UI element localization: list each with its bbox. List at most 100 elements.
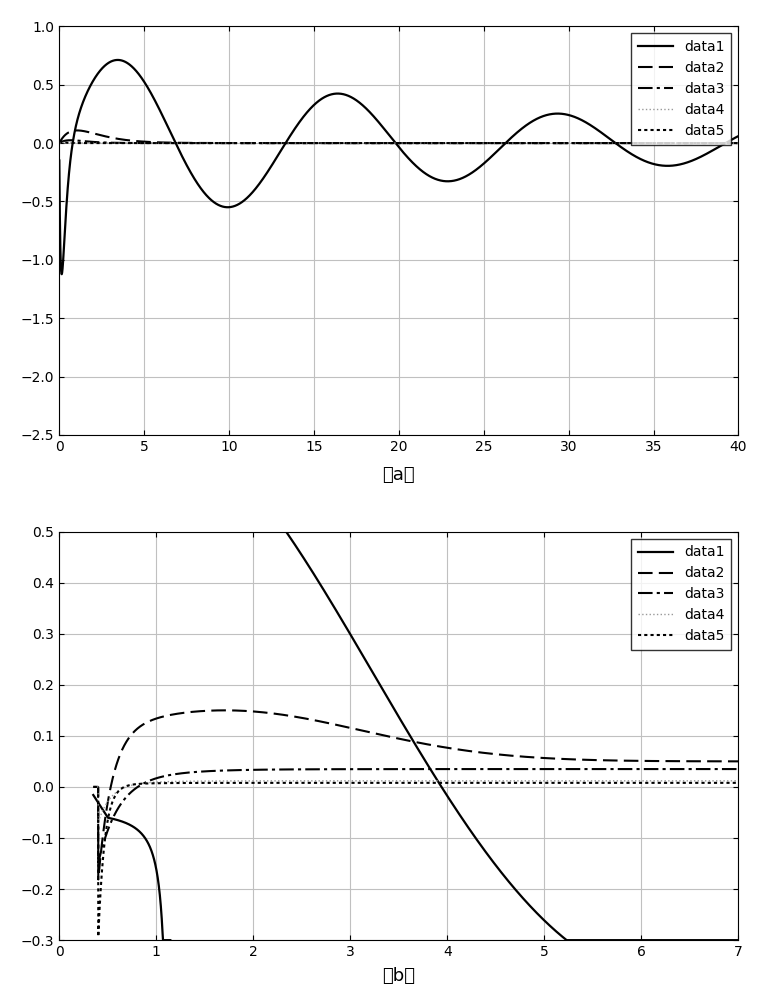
data5 xyxy=(486,137,495,149)
Line: data1: data1 xyxy=(59,60,738,274)
data1 xyxy=(158,934,167,946)
data3 xyxy=(714,763,723,775)
data2 xyxy=(89,127,98,139)
data5 xyxy=(558,777,567,789)
data4 xyxy=(594,137,604,149)
data3 xyxy=(89,136,98,148)
data4 xyxy=(360,775,369,787)
data5 xyxy=(594,137,604,149)
data2 xyxy=(558,137,568,149)
data5 xyxy=(682,777,691,789)
data1 xyxy=(164,934,173,946)
data4 xyxy=(558,137,568,149)
data4 xyxy=(94,816,103,828)
data5 xyxy=(88,781,98,793)
data3 xyxy=(365,763,374,775)
data1 xyxy=(166,934,175,946)
data2 xyxy=(72,124,81,136)
data3 xyxy=(88,781,98,793)
data5 xyxy=(365,777,374,789)
data4 xyxy=(300,137,310,149)
data4 xyxy=(89,137,98,149)
Line: data3: data3 xyxy=(59,140,738,143)
data3 xyxy=(558,763,567,775)
data1 xyxy=(164,934,173,946)
data1 xyxy=(57,268,66,280)
data2 xyxy=(714,755,723,767)
data5 xyxy=(89,137,98,149)
data5 xyxy=(300,137,310,149)
data2 xyxy=(486,137,495,149)
data3 xyxy=(733,763,743,775)
data2 xyxy=(396,733,405,745)
data2 xyxy=(558,753,567,765)
data4 xyxy=(733,775,743,787)
data5 xyxy=(714,777,723,789)
data1 xyxy=(126,819,135,831)
data1 xyxy=(55,154,64,166)
data2 xyxy=(94,873,103,885)
Legend: data1, data2, data3, data4, data5: data1, data2, data3, data4, data5 xyxy=(631,538,731,650)
data2 xyxy=(88,781,98,793)
data3 xyxy=(486,137,495,149)
data3 xyxy=(300,137,310,149)
data4 xyxy=(486,137,495,149)
Line: data1: data1 xyxy=(93,795,170,940)
data4 xyxy=(558,775,567,787)
data1 xyxy=(558,108,568,120)
data3 xyxy=(733,137,743,149)
data5 xyxy=(55,135,64,147)
data5 xyxy=(733,137,743,149)
data2 xyxy=(55,137,64,149)
data5 xyxy=(456,137,465,149)
data1 xyxy=(457,172,466,184)
data1 xyxy=(88,789,98,801)
data1 xyxy=(301,108,310,120)
data3 xyxy=(457,137,466,149)
data2 xyxy=(300,137,310,149)
data1 xyxy=(486,151,495,163)
data3 xyxy=(55,137,64,149)
Text: （b）: （b） xyxy=(382,967,415,985)
data5 xyxy=(558,137,568,149)
data4 xyxy=(61,136,71,148)
data3 xyxy=(594,137,604,149)
data4 xyxy=(88,781,98,793)
data3 xyxy=(360,763,369,775)
data5 xyxy=(360,777,369,789)
Line: data5: data5 xyxy=(93,783,738,937)
data1 xyxy=(113,54,122,66)
data4 xyxy=(457,137,466,149)
data4 xyxy=(733,137,743,149)
data1 xyxy=(124,818,134,830)
data2 xyxy=(682,755,691,767)
data2 xyxy=(733,755,743,767)
data2 xyxy=(457,137,466,149)
data3 xyxy=(94,857,103,869)
data1 xyxy=(594,125,604,137)
data3 xyxy=(682,763,691,775)
data5 xyxy=(396,777,405,789)
Line: data4: data4 xyxy=(93,781,738,822)
data4 xyxy=(365,775,374,787)
data4 xyxy=(682,775,691,787)
data3 xyxy=(66,134,75,146)
data2 xyxy=(360,725,369,737)
Legend: data1, data2, data3, data4, data5: data1, data2, data3, data4, data5 xyxy=(631,33,731,145)
data3 xyxy=(396,763,405,775)
data4 xyxy=(55,137,64,149)
data2 xyxy=(733,137,743,149)
Line: data2: data2 xyxy=(59,130,738,143)
data4 xyxy=(396,775,405,787)
data5 xyxy=(733,777,743,789)
data1 xyxy=(93,795,102,807)
Text: （a）: （a） xyxy=(382,466,415,484)
Line: data3: data3 xyxy=(93,769,738,863)
Line: data2: data2 xyxy=(93,710,738,879)
data1 xyxy=(149,853,158,865)
data2 xyxy=(365,726,374,738)
data1 xyxy=(733,130,743,142)
data3 xyxy=(558,137,568,149)
data5 xyxy=(94,931,103,943)
data2 xyxy=(594,137,604,149)
